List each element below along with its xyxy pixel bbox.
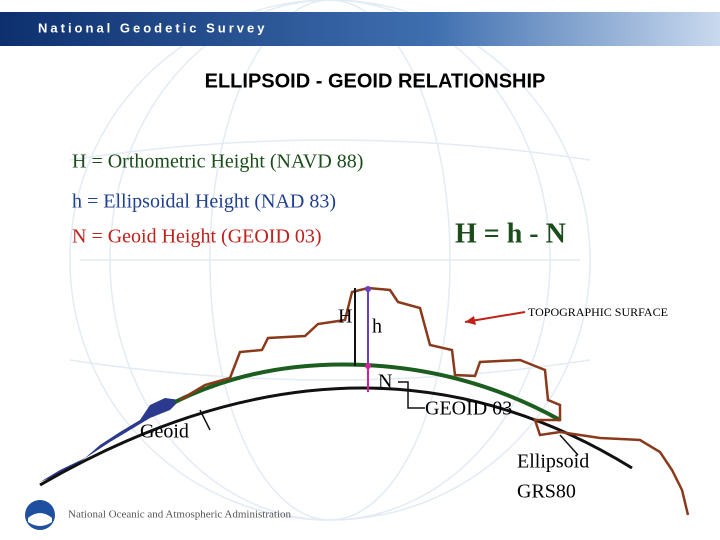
header-title: National Geodetic Survey <box>38 20 268 35</box>
ellipsoid-curve <box>39 386 633 487</box>
ocean-fill <box>40 398 180 482</box>
geoid-curve <box>174 362 561 422</box>
globe-decoration <box>69 0 591 521</box>
label-ellipsoid: Ellipsoid <box>517 451 589 473</box>
footer-text: National Oceanic and Atmospheric Adminis… <box>68 509 292 521</box>
arrow <box>464 311 526 323</box>
label-H: H <box>338 306 352 328</box>
arrowhead <box>465 316 476 325</box>
label-N: N <box>378 371 392 393</box>
arrow <box>559 434 579 456</box>
slide-title: ELLIPSOID - GEOID RELATIONSHIP <box>205 70 546 92</box>
label-geoid: Geoid <box>140 421 189 443</box>
definition: N = Geoid Height (GEOID 03) <box>72 226 322 248</box>
definition: h = Ellipsoidal Height (NAD 83) <box>72 191 336 213</box>
topographic-surface <box>179 286 690 516</box>
point <box>365 286 371 292</box>
label-geoid03: GEOID 03 <box>425 398 512 420</box>
label-topographic: TOPOGRAPHIC SURFACE <box>528 305 668 319</box>
formula: H = h - N <box>455 218 566 249</box>
arrow <box>199 409 211 431</box>
label-grs80: GRS80 <box>517 481 576 503</box>
noaa-logo-wave <box>28 513 52 526</box>
terrain-diagram <box>39 286 690 516</box>
point <box>365 363 371 369</box>
label-h: h <box>372 316 382 338</box>
arrow <box>398 381 425 409</box>
header-bar <box>0 12 720 46</box>
definition: H = Orthometric Height (NAVD 88) <box>72 151 363 173</box>
